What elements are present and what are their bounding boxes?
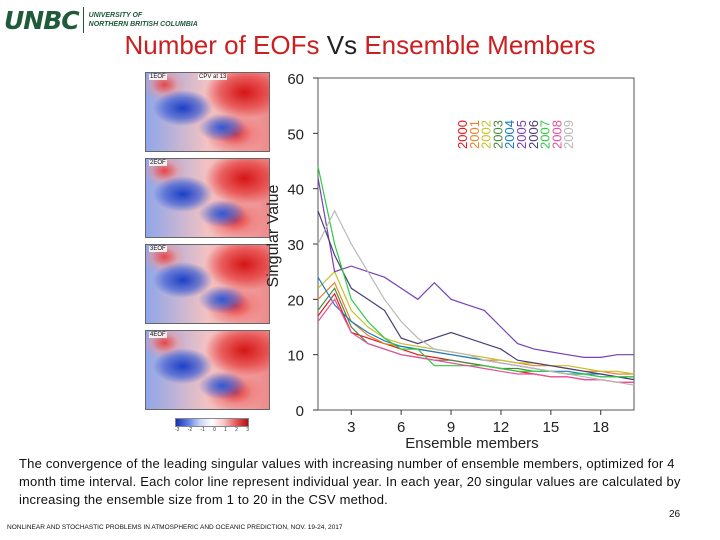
series-line-2006 [317, 210, 635, 381]
legend-entry-2002: 2002 [479, 120, 494, 149]
logo-wordmark: UNIVERSITY OF NORTHERN BRITISH COLUMBIA [89, 11, 198, 29]
logo-mark: UNBC [4, 5, 80, 35]
eof-map-label: 2EOF [149, 160, 167, 166]
eof-map-4: 4EOF [145, 330, 270, 410]
y-axis-label: Singular Value [265, 184, 282, 287]
y-tick-label: 50 [287, 126, 304, 143]
eof-map-sublabel: CPV at 13 [198, 74, 228, 80]
title-part-2: Ensemble Members [364, 30, 596, 60]
series-line-2008 [317, 298, 634, 383]
x-tick-label: 18 [592, 419, 609, 436]
page-number: 26 [669, 509, 681, 520]
colorbar-tick: -1 [200, 427, 205, 433]
colorbar-tick: -2 [187, 427, 193, 433]
colorbar-tick: 1 [224, 427, 227, 433]
eof-map-label: 1EOF [149, 74, 167, 80]
colorbar-tick: 3 [246, 427, 249, 433]
legend-entry-2005: 2005 [514, 120, 529, 149]
y-tick-label: 30 [287, 237, 304, 254]
legend-entry-2004: 2004 [502, 120, 517, 149]
eof-map-label: 3EOF [149, 246, 167, 252]
x-tick-label: 15 [542, 419, 559, 436]
series-line-2002 [317, 270, 635, 375]
eof-map-label: 4EOF [149, 332, 167, 338]
slide-footer: NONLINEAR AND STOCHASTIC PROBLEMS IN ATM… [7, 524, 343, 531]
y-tick-label: 40 [287, 182, 304, 199]
legend-entry-2006: 2006 [526, 120, 541, 149]
series-line-2004 [317, 276, 634, 378]
colorbar-ticks: -3 -2 -1 0 1 2 3 [175, 427, 249, 433]
unbc-logo: UNBC UNIVERSITY OF NORTHERN BRITISH COLU… [4, 3, 198, 37]
logo-line-2: NORTHERN BRITISH COLUMBIA [88, 21, 198, 28]
map-colorbar [175, 418, 249, 427]
series-line-2007 [317, 166, 634, 378]
colorbar-tick: 0 [213, 427, 216, 433]
legend-entry-2000: 2000 [455, 120, 470, 149]
y-tick-label: 60 [287, 72, 304, 88]
y-tick-label: 20 [287, 292, 304, 309]
eof-map-stack: 1EOF CPV at 13 2EOF 3EOF 4EOF [145, 72, 270, 432]
slide-title: Number of EOFs Vs Ensemble Members [0, 30, 720, 61]
x-tick-label: 3 [347, 419, 355, 436]
singular-value-chart: 0 10 20 30 40 50 60 3 6 9 12 15 18 Ensemble members Si… [265, 72, 635, 450]
colorbar-tick: -3 [175, 427, 180, 433]
legend-entry-2003: 2003 [490, 120, 505, 149]
y-tick-label: 10 [287, 348, 304, 365]
slide-caption: The convergence of the leading singular … [19, 456, 681, 507]
y-tick-label: 0 [296, 403, 304, 420]
eof-map-3: 3EOF [145, 244, 270, 324]
colorbar-tick: 2 [235, 427, 238, 433]
title-part-1: Number of EOFs [124, 30, 320, 60]
legend-entry-2008: 2008 [549, 120, 564, 149]
series-line-2005 [317, 177, 634, 358]
x-axis-label: Ensemble members [405, 435, 538, 450]
x-tick-label: 6 [397, 419, 405, 436]
series-line-2009 [317, 209, 635, 386]
legend-entry-2001: 2001 [467, 120, 482, 149]
eof-map-2: 2EOF [145, 158, 270, 238]
logo-divider [82, 7, 84, 33]
title-vs: Vs [326, 30, 358, 60]
eof-map-1: 1EOF CPV at 13 [145, 72, 270, 152]
legend-entry-2007: 2007 [538, 120, 553, 149]
x-tick-label: 9 [447, 419, 455, 436]
series-line-2001 [317, 281, 634, 375]
legend-entry-2009: 2009 [561, 120, 576, 149]
logo-line-1: UNIVERSITY OF [88, 12, 143, 19]
x-tick-label: 12 [493, 419, 510, 436]
